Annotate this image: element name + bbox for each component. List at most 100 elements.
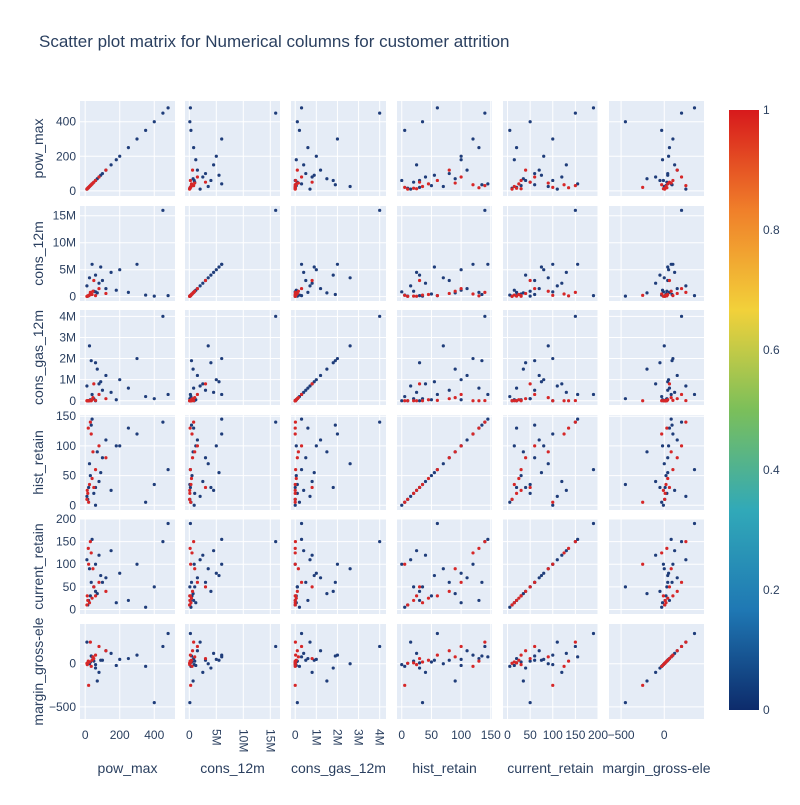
data-point (654, 382, 658, 386)
data-point (414, 294, 419, 298)
data-point (318, 649, 323, 653)
data-point (519, 662, 523, 667)
data-point (209, 361, 213, 365)
data-point (537, 373, 541, 378)
data-point (220, 417, 224, 421)
data-point (560, 175, 564, 179)
data-point (645, 450, 649, 454)
data-point (296, 450, 300, 454)
data-point (528, 485, 532, 490)
data-point (623, 482, 628, 487)
data-point (104, 168, 108, 172)
data-point (480, 580, 484, 584)
data-point (551, 662, 555, 667)
data-point (661, 488, 666, 493)
data-point (412, 585, 416, 589)
data-point (193, 289, 197, 293)
data-point (378, 540, 382, 544)
data-point (304, 456, 308, 460)
data-point (519, 660, 523, 664)
data-point (93, 653, 98, 657)
data-point (190, 649, 195, 653)
data-point (193, 655, 197, 659)
data-point (465, 286, 469, 291)
data-point (188, 491, 192, 495)
data-point (533, 183, 537, 187)
data-point (660, 394, 664, 399)
data-point (188, 662, 192, 667)
data-point (293, 292, 297, 296)
data-point (533, 286, 537, 291)
panel-hist_retain-vs-current_retain (503, 415, 599, 510)
data-point (220, 262, 224, 266)
data-point (576, 262, 580, 266)
data-point (209, 666, 213, 670)
data-point (86, 491, 90, 495)
panel-background (291, 101, 386, 196)
data-point (665, 585, 669, 589)
data-point (420, 601, 425, 605)
data-point (641, 562, 645, 566)
data-point (302, 651, 306, 655)
data-point (673, 488, 677, 493)
data-point (274, 208, 278, 212)
data-point (89, 359, 93, 363)
data-point (480, 654, 484, 658)
data-point (314, 154, 318, 158)
data-point (198, 384, 202, 388)
data-point (546, 462, 550, 466)
data-point (188, 546, 192, 551)
data-point (310, 485, 314, 490)
panel-background (291, 206, 386, 301)
data-point (429, 292, 434, 296)
data-point (483, 208, 487, 212)
data-point (675, 438, 679, 442)
data-point (576, 417, 580, 421)
data-point (533, 444, 537, 448)
colorbar-tick-label: 1 (763, 103, 770, 117)
data-point (510, 187, 514, 191)
data-point (658, 485, 662, 490)
data-point (400, 662, 404, 667)
data-point (195, 392, 200, 397)
data-point (447, 580, 451, 584)
data-point (675, 589, 679, 593)
panel-cons_gas_12m-vs-pow_max (80, 310, 175, 405)
data-point (519, 468, 523, 472)
data-point (684, 384, 688, 388)
data-point (192, 640, 196, 644)
data-point (459, 571, 463, 575)
colorbar-tick-label: 0.2 (763, 583, 780, 597)
data-point (679, 420, 684, 424)
data-point (435, 178, 439, 183)
data-point (528, 289, 532, 293)
data-point (299, 392, 304, 397)
data-point (198, 284, 202, 288)
data-point (214, 154, 218, 158)
data-point (675, 456, 679, 460)
data-point (195, 444, 200, 448)
data-point (274, 644, 278, 649)
data-point (514, 146, 519, 150)
data-point (566, 426, 571, 430)
data-point (551, 262, 555, 266)
data-point (293, 503, 297, 507)
data-point (480, 423, 484, 427)
data-point (654, 281, 658, 285)
data-point (679, 644, 684, 649)
data-point (188, 488, 192, 493)
data-point (308, 494, 312, 498)
panel-pow_max-vs-cons_12m (185, 101, 280, 196)
data-point (486, 392, 490, 397)
data-point (203, 171, 208, 176)
data-point (198, 187, 202, 191)
data-point (93, 468, 98, 472)
data-point (679, 286, 684, 291)
data-point (348, 344, 352, 348)
data-point (671, 468, 675, 472)
data-point (192, 598, 196, 603)
data-point (663, 603, 667, 607)
data-point (97, 382, 101, 386)
data-point (299, 580, 304, 584)
data-point (403, 185, 407, 189)
